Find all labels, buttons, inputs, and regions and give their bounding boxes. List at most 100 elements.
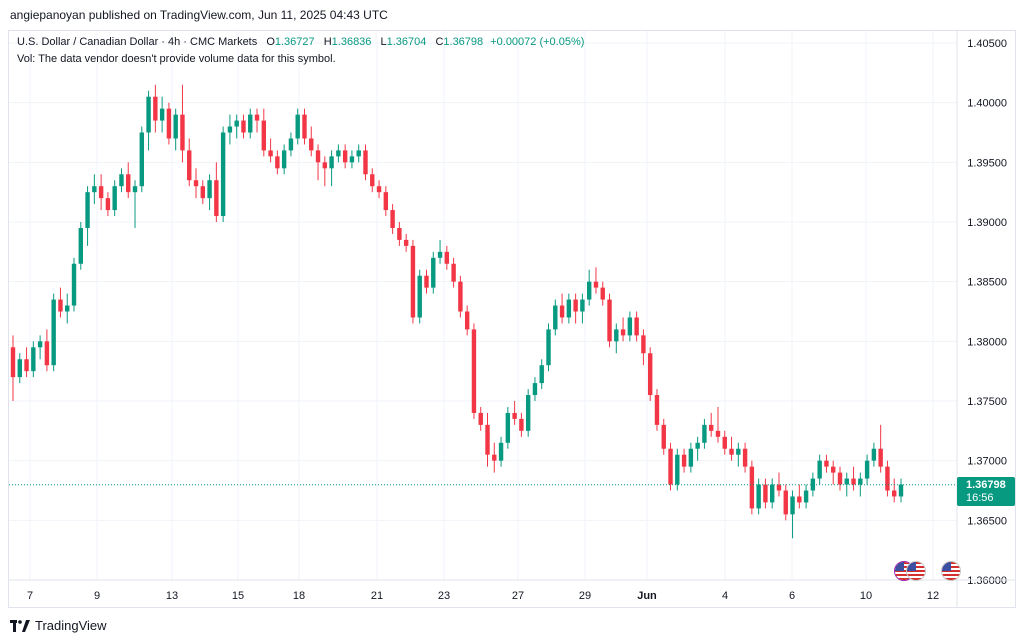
- candle: [288, 132, 294, 157]
- usd-flag-icon[interactable]: [941, 561, 961, 581]
- candle-body: [681, 454, 687, 467]
- candle: [878, 424, 883, 473]
- candle-body: [336, 150, 341, 157]
- candle-body: [376, 186, 382, 193]
- candle: [10, 335, 16, 401]
- candle: [607, 293, 612, 348]
- candle: [539, 359, 544, 390]
- candle-body: [322, 162, 328, 169]
- candle: [24, 347, 29, 378]
- candle: [742, 442, 748, 473]
- candle: [329, 150, 334, 187]
- candle-body: [65, 305, 70, 312]
- candle-body: [105, 198, 111, 211]
- y-tick-label: 1.40500: [967, 38, 1007, 50]
- candle-body: [892, 490, 897, 497]
- candle: [302, 108, 307, 145]
- candle-body: [166, 108, 172, 139]
- legend-close-value: 1.36798: [443, 36, 484, 48]
- y-tick-label: 1.36000: [967, 575, 1007, 587]
- candle-body: [227, 126, 233, 133]
- candle-body: [180, 114, 185, 151]
- candle-body: [722, 436, 727, 449]
- candle: [444, 245, 450, 270]
- candle: [512, 401, 517, 425]
- candle: [722, 430, 727, 455]
- candle: [424, 269, 429, 294]
- candle: [668, 442, 673, 491]
- candle-body: [139, 132, 144, 187]
- candle-body: [58, 299, 63, 312]
- candle: [831, 460, 836, 485]
- candle-body: [654, 395, 660, 425]
- candle: [553, 299, 558, 336]
- candle-body: [763, 484, 768, 503]
- candle: [797, 484, 802, 509]
- candle: [525, 389, 531, 437]
- tradingview-brand[interactable]: TradingView: [35, 618, 107, 633]
- candle: [647, 347, 653, 401]
- candle: [885, 460, 890, 497]
- candle-body: [864, 460, 870, 479]
- candle: [586, 269, 592, 306]
- usd-flag-icon[interactable]: [906, 561, 926, 581]
- candle: [627, 311, 633, 342]
- candle: [146, 90, 151, 151]
- legend-open-label: O: [266, 36, 275, 48]
- candle: [187, 138, 192, 187]
- candle-body: [302, 114, 307, 139]
- candle: [193, 168, 199, 199]
- candle-body: [315, 150, 321, 163]
- candle-body: [458, 281, 463, 312]
- candle: [641, 329, 646, 366]
- candle: [498, 436, 504, 467]
- candle-body: [356, 150, 361, 157]
- candle: [139, 126, 144, 193]
- legend-symbol[interactable]: U.S. Dollar / Canadian Dollar · 4h · CMC…: [17, 36, 258, 48]
- candle-body: [492, 454, 497, 461]
- candle: [790, 490, 795, 539]
- candle: [85, 186, 90, 246]
- candle-body: [675, 454, 680, 485]
- candle-body: [397, 227, 402, 240]
- candle-body: [634, 317, 639, 336]
- candle: [92, 174, 97, 205]
- candle: [837, 466, 843, 491]
- candle: [817, 454, 822, 485]
- candle: [44, 329, 50, 372]
- candle: [661, 418, 666, 455]
- candle-body: [193, 180, 199, 187]
- candle-body: [661, 424, 666, 449]
- candle-body: [770, 484, 775, 503]
- candle-body: [742, 448, 748, 467]
- x-tick-label: 23: [438, 590, 450, 602]
- candle-body: [112, 186, 117, 211]
- candle: [241, 114, 246, 139]
- candle: [763, 478, 768, 509]
- candle-body: [831, 466, 836, 473]
- tradingview-logo-icon[interactable]: [10, 620, 30, 632]
- candlestick-chart[interactable]: 1.40500 1.40000 1.39500 1.39000 1.38500 1.380…: [9, 31, 1015, 607]
- chart-panel[interactable]: 1.40500 1.40000 1.39500 1.39000 1.38500 1.380…: [8, 30, 1016, 608]
- candle: [559, 293, 565, 324]
- x-tick-label: 15: [232, 590, 244, 602]
- candle-body: [790, 496, 795, 515]
- candle-body: [403, 239, 409, 246]
- candle: [180, 84, 185, 163]
- candle-body: [51, 299, 56, 366]
- candle: [200, 180, 206, 205]
- y-tick-label: 1.38500: [967, 277, 1007, 289]
- candle-body: [586, 281, 592, 300]
- candle-body: [424, 275, 429, 288]
- y-tick-label: 1.37000: [967, 456, 1007, 468]
- candle-body: [600, 287, 605, 300]
- candle-body: [200, 186, 206, 199]
- candle-body: [593, 281, 599, 288]
- candle-body: [627, 317, 633, 336]
- candle: [403, 233, 409, 252]
- candle: [132, 180, 138, 228]
- candle-body: [214, 180, 219, 217]
- candle-body: [17, 359, 22, 378]
- candle: [600, 281, 605, 306]
- candle: [17, 353, 22, 384]
